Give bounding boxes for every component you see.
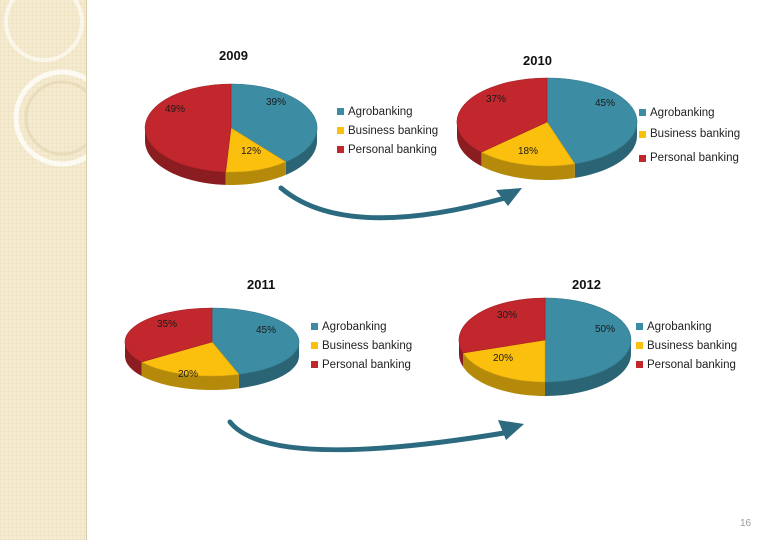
chart-title-2010: 2010 [523,53,552,68]
pie-slice-business-banking [480,121,576,167]
slice-value-label: 35% [157,319,177,330]
chart-title-2011: 2011 [247,277,276,292]
legend-label: Personal banking [348,143,437,156]
legend-item-personal-banking: Personal banking [639,146,740,170]
pie-side-personal-banking [457,122,482,167]
legend-swatch [337,146,344,153]
legend-swatch [337,108,344,115]
legend-swatch [337,127,344,134]
decorative-side-panel [0,0,87,540]
pie-side-personal-banking [125,342,142,376]
legend-item-agrobanking: Agrobanking [636,317,737,336]
arrow-head-icon [496,188,522,206]
pie-slice-agrobanking [544,297,632,383]
slice-value-label: 49% [165,104,185,115]
arrow-head-icon [498,420,524,440]
page-number: 16 [740,518,752,529]
legend-swatch [636,361,643,368]
legend-2011: Agrobanking Business banking Personal ba… [311,317,412,374]
legend-2009: Agrobanking Business banking Personal ba… [337,102,438,159]
pie-side-agrobanking [545,340,631,396]
legend-item-agrobanking: Agrobanking [639,103,740,122]
slice-value-label: 18% [518,146,538,157]
arrows-layer [227,185,524,453]
pie-side-business-banking [481,152,575,180]
pie-slice-business-banking [225,127,287,173]
legend-item-business-banking: Business banking [639,122,740,146]
slice-value-label: 45% [256,325,276,336]
slice-value-label: 45% [595,98,615,109]
pie-side-agrobanking [285,128,317,175]
legend-swatch [636,323,643,330]
transition-arrow-2011-2012 [227,419,513,453]
pie-slice-personal-banking [144,83,232,173]
legend-swatch [636,342,643,349]
pie-slice-personal-banking [458,297,546,354]
legend-swatch [311,342,318,349]
slice-value-label: 20% [493,353,513,364]
legend-label: Agrobanking [647,320,712,333]
pie-chart-2012: 50% 20% 30% [458,297,632,396]
pie-chart-2009: 39% 12% 49% [144,83,318,185]
legend-item-personal-banking: Personal banking [636,355,737,374]
pie-side-agrobanking [574,122,637,178]
legend-swatch [311,323,318,330]
legend-label: Business banking [650,128,741,140]
legend-label: Agrobanking [650,106,715,119]
legend-label: Personal banking [650,152,739,164]
slice-value-label: 50% [595,324,615,335]
slice-value-label: 30% [497,310,517,321]
chart-title-2012: 2012 [572,277,601,292]
legend-2010: Agrobanking Business banking Personal ba… [639,103,740,170]
pie-slice-business-banking [140,341,240,377]
pie-chart-2010: 45% 18% 37% [456,77,638,180]
legend-label: Agrobanking [322,320,387,333]
legend-label: Personal banking [647,358,736,371]
legend-item-agrobanking: Agrobanking [311,317,412,336]
slice-value-label: 37% [486,94,506,105]
pie-side-personal-banking [145,128,226,185]
chart-title-2009: 2009 [219,48,248,63]
legend-label: Business banking [348,124,439,137]
legend-swatch [639,154,646,162]
pie-slice-agrobanking [211,307,300,375]
pie-slice-personal-banking [456,77,548,153]
pie-side-business-banking [141,361,239,390]
pie-slice-agrobanking [230,83,318,163]
legend-swatch [311,361,318,368]
legend-item-business-banking: Business banking [636,336,737,355]
transition-arrow-2009-2010 [278,185,508,221]
slice-value-label: 20% [178,369,198,380]
pie-slice-personal-banking [124,307,213,363]
pie-side-agrobanking [238,342,299,389]
legend-label: Agrobanking [348,105,413,118]
legend-swatch [639,109,646,116]
slice-value-label: 12% [241,146,261,157]
legend-item-personal-banking: Personal banking [337,140,438,159]
legend-item-personal-banking: Personal banking [311,355,412,374]
slice-value-label: 39% [266,97,286,108]
pie-chart-2011: 45% 20% 35% [124,307,300,390]
pie-slice-agrobanking [546,77,638,165]
legend-item-business-banking: Business banking [337,121,438,140]
legend-label: Business banking [647,339,738,352]
legend-2012: Agrobanking Business banking Personal ba… [636,317,737,374]
legend-label: Personal banking [322,358,411,371]
legend-label: Business banking [322,339,413,352]
decorative-rings [4,0,86,167]
pie-side-business-banking [463,352,545,396]
pie-slice-business-banking [462,339,546,383]
legend-item-business-banking: Business banking [311,336,412,355]
legend-item-agrobanking: Agrobanking [337,102,438,121]
legend-swatch [639,130,646,138]
pie-side-business-banking [225,161,286,185]
